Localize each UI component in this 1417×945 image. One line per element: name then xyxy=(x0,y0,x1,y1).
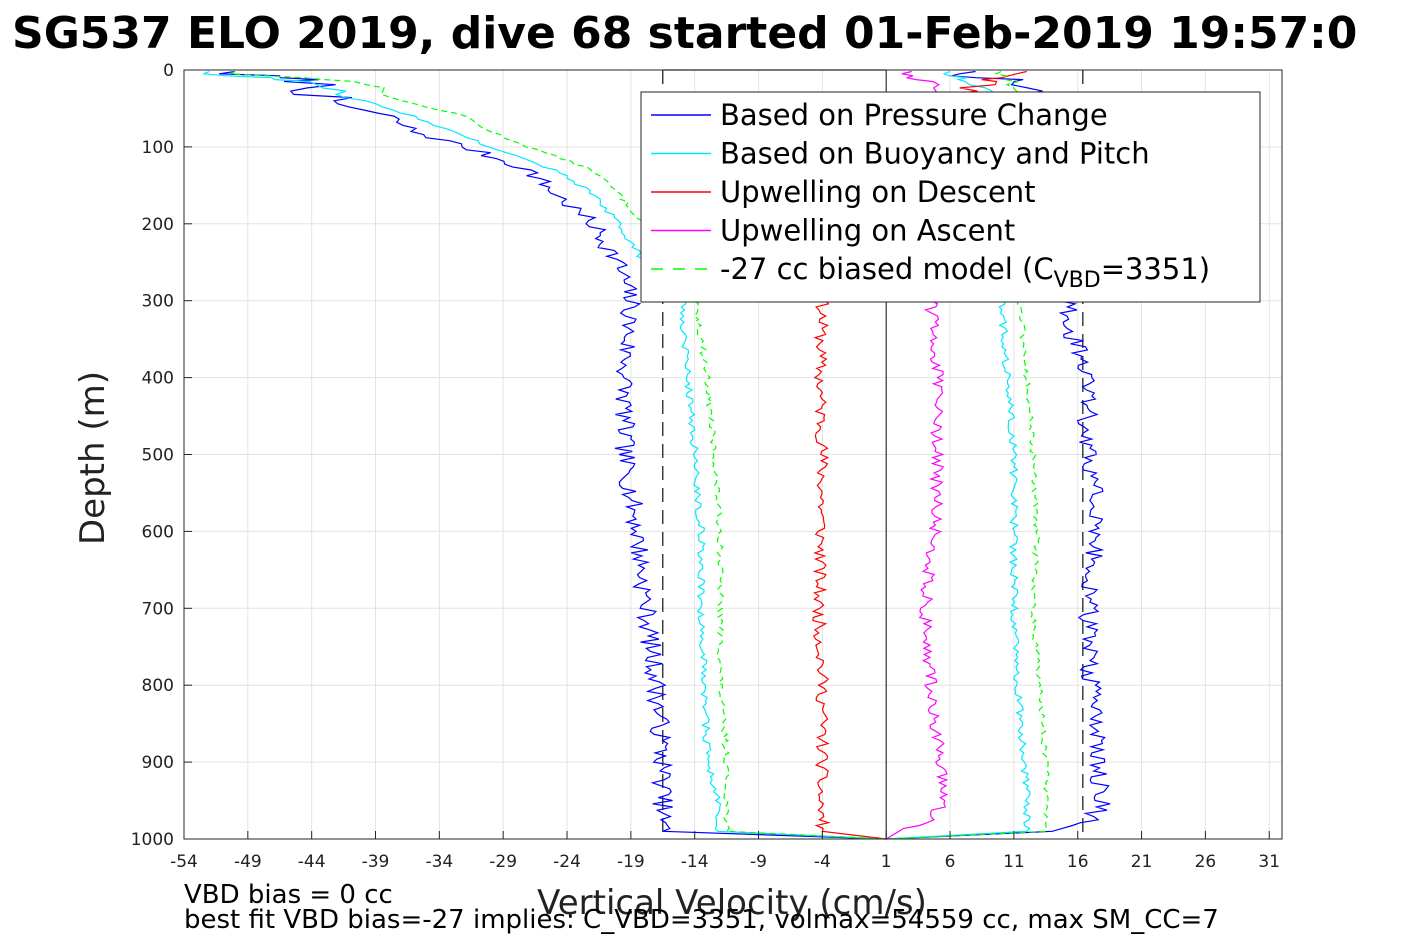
series-5-descent-line xyxy=(229,70,887,840)
x-tick-label: 11 xyxy=(1003,852,1025,872)
y-tick-label: 900 xyxy=(142,753,174,773)
series-2-descent-line xyxy=(203,70,887,840)
x-tick-label: -34 xyxy=(425,852,453,872)
x-tick-label: 21 xyxy=(1131,852,1153,872)
x-tick-label: -9 xyxy=(750,852,767,872)
y-tick-label: 100 xyxy=(142,138,174,158)
y-tick-label: 400 xyxy=(142,369,174,389)
y-axis-ticks: 0 100 200 300 400 500 600 700 800 900 1000 xyxy=(131,61,192,850)
legend-label: Upwelling on Ascent xyxy=(720,214,1015,248)
y-tick-label: 200 xyxy=(142,215,174,235)
x-tick-label: -54 xyxy=(170,852,198,872)
vbd-bias-note: VBD bias = 0 cc xyxy=(184,880,393,910)
y-tick-label: 1000 xyxy=(131,830,174,850)
x-tick-label: -24 xyxy=(553,852,581,872)
x-tick-label: 6 xyxy=(945,852,956,872)
x-tick-label: -39 xyxy=(362,852,390,872)
y-tick-label: 700 xyxy=(142,599,174,619)
y-tick-label: 500 xyxy=(142,446,174,466)
series-1-descent-line xyxy=(219,70,887,840)
x-tick-label: -19 xyxy=(617,852,645,872)
x-tick-label: 31 xyxy=(1258,852,1280,872)
legend-label: Based on Buoyancy and Pitch xyxy=(720,137,1150,171)
x-tick-label: -4 xyxy=(814,852,831,872)
x-tick-label: -14 xyxy=(681,852,709,872)
y-tick-label: 300 xyxy=(142,292,174,312)
x-tick-label: 16 xyxy=(1067,852,1089,872)
x-tick-label: -29 xyxy=(489,852,517,872)
y-tick-label: 600 xyxy=(142,522,174,542)
x-tick-label: -44 xyxy=(298,852,326,872)
x-tick-label: 1 xyxy=(881,852,892,872)
x-axis-label: Vertical Velocity (cm/s) xyxy=(537,883,927,923)
x-axis-ticks: -54 -49 -44 -39 -34 -29 -24 -19 -14 -9 -4 1 6 11 16 21 2… xyxy=(170,831,1280,872)
x-tick-label: 26 xyxy=(1195,852,1217,872)
best-fit-note: best fit VBD bias=-27 implies: C_VBD=335… xyxy=(184,905,1219,935)
legend-label: Upwelling on Descent xyxy=(720,175,1036,209)
chart-title: SG537 ELO 2019, dive 68 started 01-Feb-2… xyxy=(12,8,1357,59)
y-tick-label: 800 xyxy=(142,676,174,696)
y-tick-label: 0 xyxy=(163,61,174,81)
legend-box xyxy=(640,91,1261,303)
x-tick-label: -49 xyxy=(234,852,262,872)
legend: Based on Pressure Change Based on Buoyanc… xyxy=(640,91,1261,303)
y-axis-label: Depth (m) xyxy=(73,371,113,545)
legend-label: Based on Pressure Change xyxy=(720,98,1108,132)
